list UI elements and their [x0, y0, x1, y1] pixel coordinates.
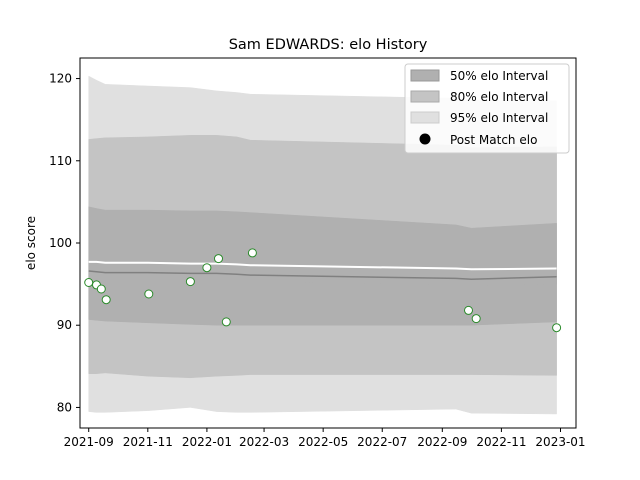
mean-elo-line: [88, 270, 557, 280]
x-tick-label-2021-11: 2021-11: [123, 435, 173, 449]
y-axis-ticks: 80 90 100 110 120: [49, 72, 80, 414]
x-axis-ticks: 2021-09 2021-11 2022-01 2022-03 2022-05 2022-…: [64, 428, 586, 449]
y-axis-label: elo score: [24, 216, 38, 270]
legend-marker-post-match: [419, 133, 431, 145]
chart-title: Sam EDWARDS: elo History: [229, 37, 428, 53]
y-tick-label-120: 120: [49, 72, 72, 86]
y-tick-label-100: 100: [49, 236, 72, 250]
post-match-point-4: [101, 295, 111, 305]
x-tick-label-2022-03: 2022-03: [239, 435, 289, 449]
post-match-point-10: [247, 248, 257, 258]
post-match-point-3: [96, 284, 106, 294]
elo-lines: [88, 260, 557, 280]
legend-label-50: 50% elo Interval: [450, 69, 548, 83]
post-match-point-9: [221, 317, 231, 327]
legend-frame: [404, 63, 570, 154]
post-match-point-11: [464, 305, 473, 315]
x-tick-label-2023-01: 2023-01: [535, 435, 585, 449]
y-tick-label-90: 90: [57, 318, 72, 332]
y-tick-label-110: 110: [49, 154, 72, 168]
x-tick-label-2022-01: 2022-01: [182, 435, 232, 449]
x-tick-label-2022-05: 2022-05: [298, 435, 348, 449]
legend-label-points: Post Match elo: [450, 133, 537, 147]
post-match-point-5: [144, 289, 154, 299]
legend: 50% elo Interval 80% elo Interval 95% el…: [404, 63, 570, 154]
legend-swatch-95: [410, 111, 440, 124]
x-tick-label-2022-09: 2022-09: [417, 435, 467, 449]
legend-swatch-50: [410, 69, 440, 82]
post-match-point-6: [185, 277, 195, 287]
post-match-point-1: [84, 278, 94, 287]
legend-label-80: 80% elo Interval: [450, 90, 548, 104]
legend-swatch-80: [410, 90, 440, 103]
post-match-point-13: [552, 323, 562, 333]
x-tick-label-2022-07: 2022-07: [357, 435, 407, 449]
post-match-point-12: [471, 314, 481, 324]
x-tick-label-2022-11: 2022-11: [476, 435, 526, 449]
y-tick-label-80: 80: [57, 400, 72, 414]
post-match-point-7: [202, 263, 212, 273]
post-match-point-8: [214, 254, 223, 264]
x-tick-label-2021-09: 2021-09: [64, 435, 114, 449]
upper-elo-line: [88, 260, 557, 271]
legend-label-95: 95% elo Interval: [450, 111, 548, 125]
post-match-points: [84, 248, 562, 333]
